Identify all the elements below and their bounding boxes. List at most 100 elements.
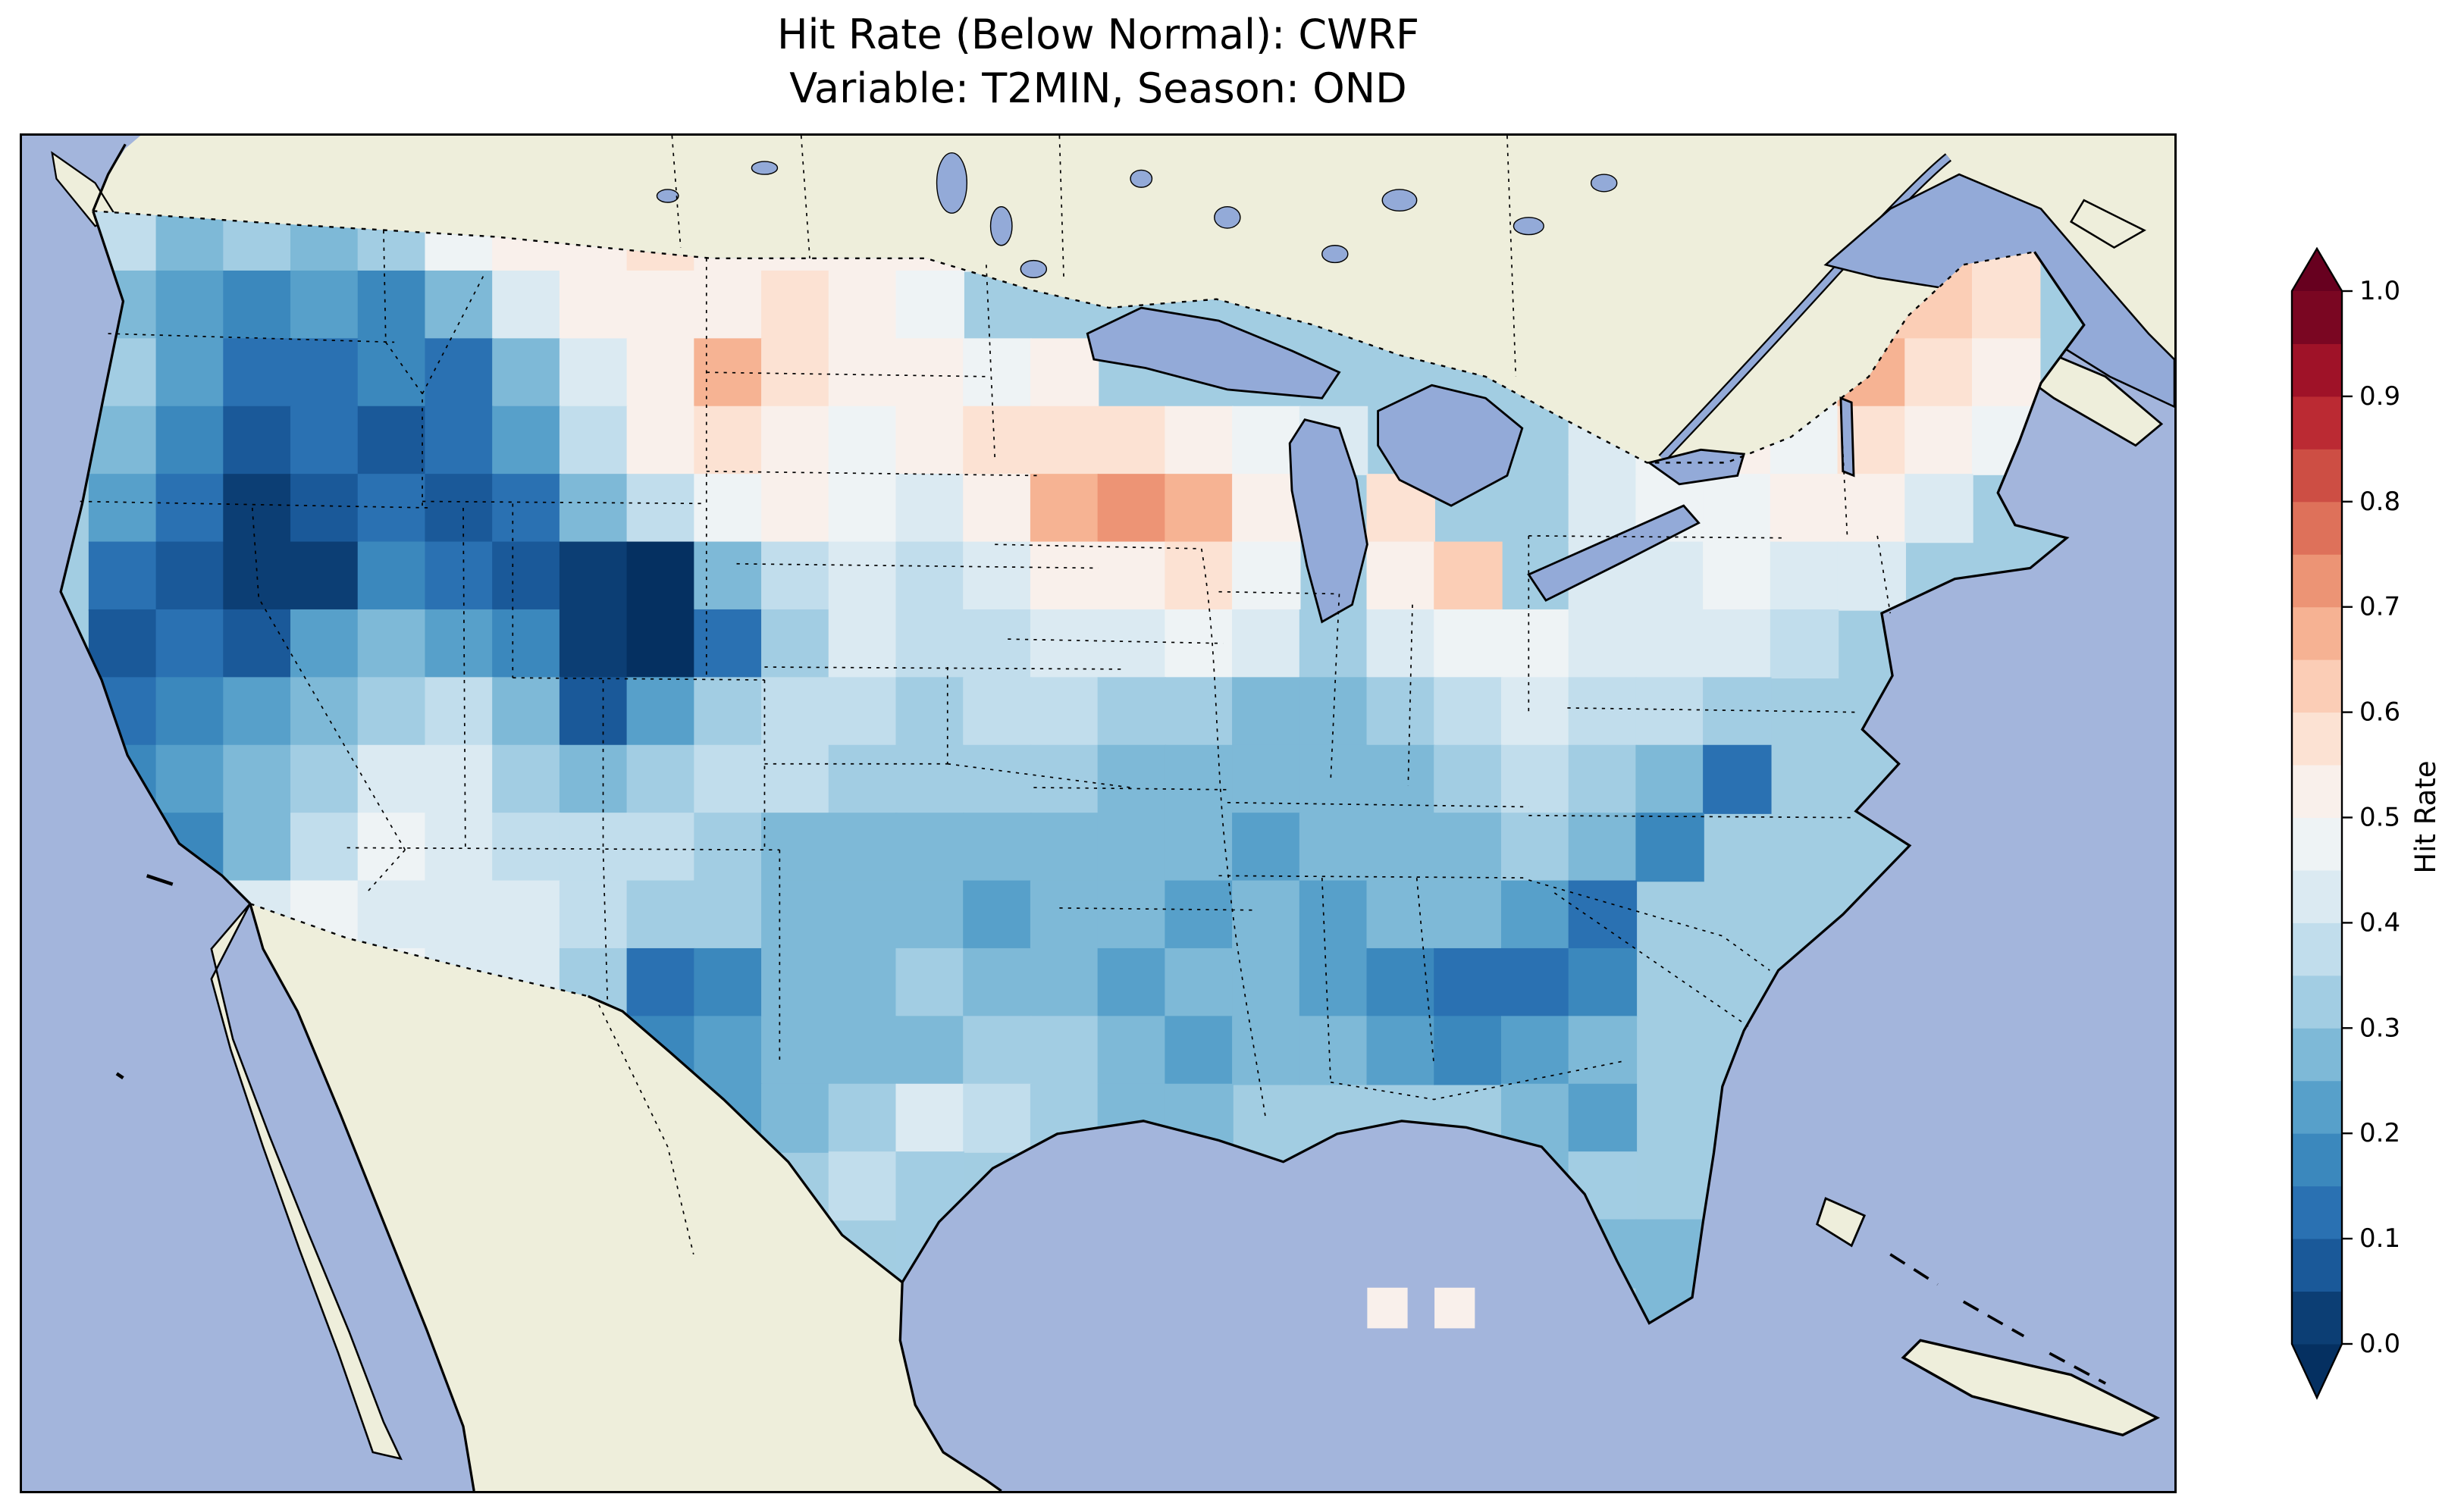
heatmap-cell bbox=[1232, 947, 1301, 1018]
heatmap-cell bbox=[425, 744, 494, 814]
heatmap-cell bbox=[1299, 947, 1368, 1018]
heatmap-cell bbox=[828, 270, 898, 340]
heatmap-cell bbox=[895, 1083, 964, 1153]
heatmap-cell bbox=[559, 609, 629, 679]
us-west-coast bbox=[59, 210, 252, 905]
heatmap-cell bbox=[626, 677, 696, 747]
heatmap-cell bbox=[1500, 677, 1570, 747]
heatmap-cell bbox=[223, 338, 292, 408]
heatmap-cell bbox=[357, 880, 427, 950]
heatmap-cell bbox=[1030, 1016, 1099, 1085]
heatmap-cell bbox=[1971, 338, 2041, 408]
heatmap-cell bbox=[1232, 813, 1301, 882]
heatmap-cell bbox=[492, 474, 561, 543]
heatmap-cell bbox=[963, 880, 1032, 950]
heatmap-cell bbox=[828, 1083, 898, 1153]
heatmap-cell bbox=[1703, 744, 1772, 814]
heatmap-cell bbox=[559, 474, 629, 543]
heatmap-cell bbox=[1568, 1016, 1638, 1085]
heatmap-cell bbox=[1165, 744, 1234, 814]
heatmap-cell bbox=[1030, 406, 1099, 475]
heatmap-cell bbox=[963, 947, 1032, 1018]
heatmap-cell bbox=[1635, 677, 1704, 747]
heatmap-cell bbox=[559, 880, 629, 950]
heatmap-cell bbox=[1568, 744, 1638, 814]
heatmap-cell bbox=[559, 338, 629, 408]
heatmap-cell bbox=[1837, 541, 1906, 611]
colorbar-band bbox=[2292, 975, 2342, 1029]
canada-bc-coast bbox=[92, 143, 127, 211]
heatmap-cell bbox=[1097, 1016, 1167, 1085]
heatmap-cell bbox=[492, 744, 561, 814]
heatmap-cell bbox=[1500, 813, 1570, 882]
heatmap-cell bbox=[1299, 880, 1368, 950]
canadian-lakes bbox=[656, 152, 1618, 279]
heatmap-cell bbox=[559, 270, 629, 340]
heatmap-cell bbox=[492, 609, 561, 679]
heatmap-cell bbox=[761, 338, 830, 408]
caribbean-islands bbox=[115, 874, 2161, 1437]
heatmap-cell bbox=[559, 813, 629, 882]
heatmap-cell bbox=[694, 270, 763, 340]
heatmap-cell bbox=[1232, 541, 1301, 611]
heatmap-cell bbox=[1165, 947, 1234, 1018]
heatmap-cell bbox=[1030, 947, 1099, 1018]
newfoundland-island bbox=[2069, 199, 2146, 249]
heatmap-cell bbox=[1500, 609, 1570, 679]
map-svg bbox=[22, 136, 2174, 1491]
heatmap-cell bbox=[626, 338, 696, 408]
heatmap-cell bbox=[223, 813, 292, 882]
colorbar-band bbox=[2292, 1239, 2342, 1292]
heatmap-cell bbox=[626, 270, 696, 340]
heatmap-cell bbox=[155, 406, 225, 475]
colorbar-band bbox=[2292, 343, 2342, 397]
heatmap-cell bbox=[895, 609, 964, 679]
heatmap-cell bbox=[895, 744, 964, 814]
mexico-land bbox=[249, 904, 1002, 1491]
heatmap-cell bbox=[223, 609, 292, 679]
heatmap-cell bbox=[761, 744, 830, 814]
heatmap-cell bbox=[357, 541, 427, 611]
heatmap-cell bbox=[1097, 609, 1167, 679]
heatmap-cell bbox=[1500, 880, 1570, 950]
heatmap-cell bbox=[626, 744, 696, 814]
st-lawrence-river bbox=[1660, 155, 1951, 461]
heatmap-cell bbox=[828, 1151, 898, 1221]
heatmap-cell bbox=[155, 677, 225, 747]
colorbar-tick-label: 0.8 bbox=[2359, 487, 2400, 517]
heatmap-cell bbox=[828, 813, 898, 882]
heatmap-cell bbox=[559, 541, 629, 611]
heatmap-cell bbox=[626, 406, 696, 475]
heatmap-cell bbox=[1366, 880, 1435, 950]
heatmap-cell bbox=[694, 541, 763, 611]
heatmap-cell bbox=[1366, 813, 1435, 882]
heatmap-cell bbox=[1770, 541, 1839, 611]
heatmap-cell bbox=[761, 609, 830, 679]
heatmap-cell bbox=[425, 880, 494, 950]
heatmap-cell bbox=[828, 406, 898, 475]
heatmap-cell bbox=[1635, 1219, 1704, 1289]
heatmap-cell bbox=[626, 947, 696, 1018]
heatmap-cell bbox=[828, 474, 898, 543]
heatmap-cell bbox=[626, 609, 696, 679]
heatmap-cell bbox=[1971, 270, 2041, 340]
heatmap-cell bbox=[694, 813, 763, 882]
heatmap-cell bbox=[1030, 880, 1099, 950]
heatmap-cell bbox=[761, 1016, 830, 1085]
andros-island bbox=[1816, 1197, 1867, 1248]
heatmap-cell bbox=[1434, 541, 1503, 611]
heatmap-cell bbox=[1165, 474, 1234, 543]
heatmap-cell bbox=[492, 677, 561, 747]
heatmap-cell bbox=[1366, 744, 1435, 814]
colorbar-label: Hit Rate bbox=[2409, 760, 2442, 873]
colorbar-band bbox=[2292, 396, 2342, 449]
heatmap-cell bbox=[1097, 880, 1167, 950]
heatmap-cell bbox=[895, 813, 964, 882]
heatmap-cell bbox=[1635, 744, 1704, 814]
cuba bbox=[1901, 1339, 2161, 1437]
heatmap-cell bbox=[1030, 609, 1099, 679]
heatmap-cell bbox=[290, 406, 359, 475]
heatmap-cell bbox=[492, 338, 561, 408]
heatmap-cell bbox=[559, 744, 629, 814]
